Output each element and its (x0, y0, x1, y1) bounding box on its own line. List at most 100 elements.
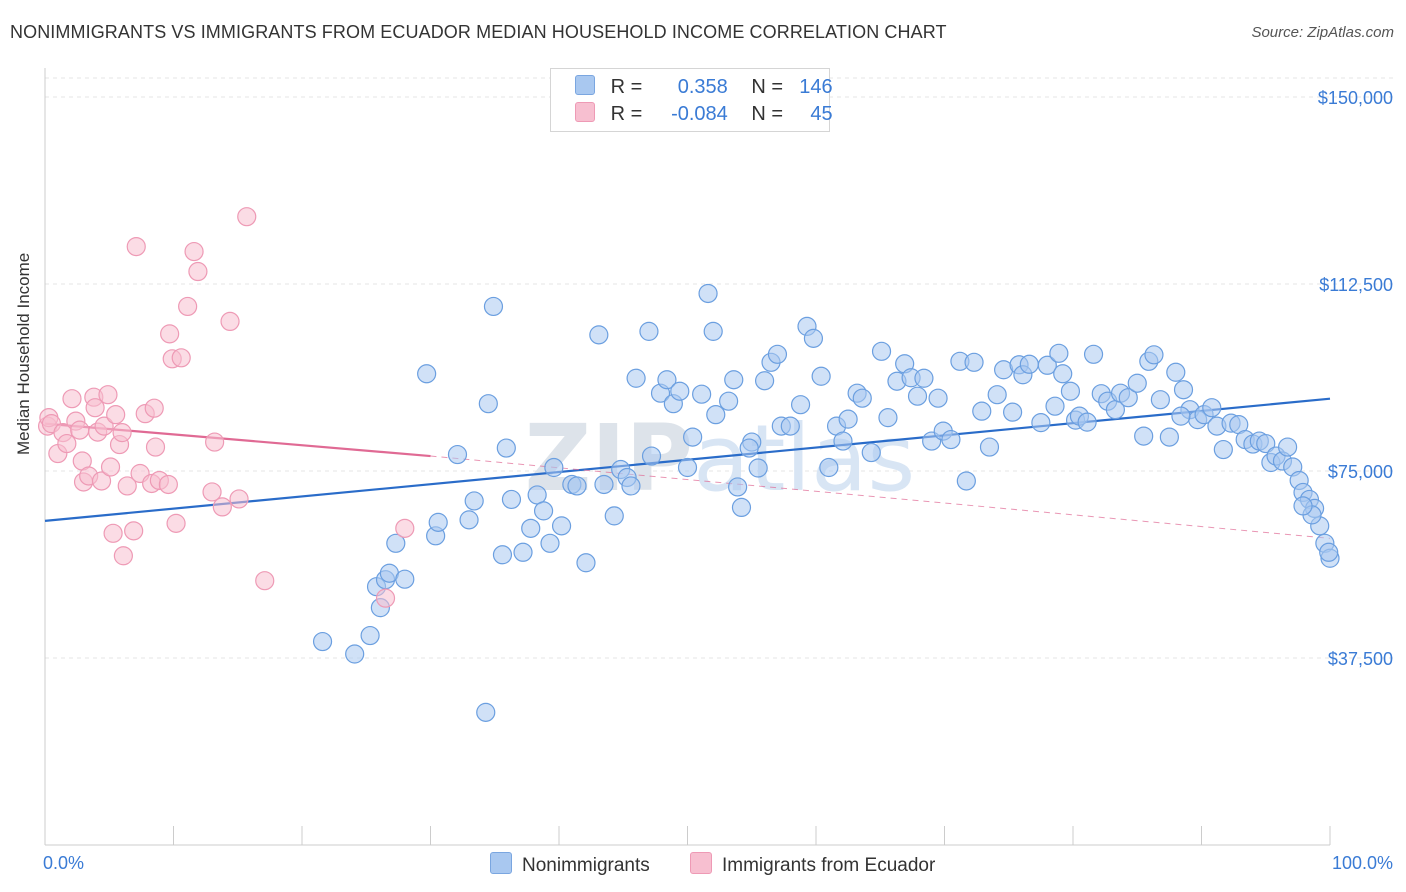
point-nonimmigrant (698, 283, 718, 304)
point-immigrant (144, 398, 164, 418)
point-nonimmigrant (838, 409, 858, 429)
point-nonimmigrant (1277, 437, 1298, 457)
y-tick-label: $37,500 (1328, 649, 1393, 669)
point-nonimmigrant (1118, 388, 1138, 408)
point-immigrant (103, 523, 123, 543)
point-nonimmigrant (476, 702, 496, 722)
point-nonimmigrant (803, 328, 824, 348)
point-nonimmigrant (360, 625, 380, 646)
point-nonimmigrant (1037, 355, 1057, 375)
bottom-legend-label: Immigrants from Ecuador (722, 855, 936, 876)
point-nonimmigrant (594, 474, 614, 495)
point-nonimmigrant (928, 388, 948, 408)
point-nonimmigrant (677, 457, 698, 478)
point-immigrant (145, 437, 166, 457)
point-immigrant (178, 296, 198, 317)
point-nonimmigrant (501, 489, 522, 510)
point-immigrant (220, 311, 240, 331)
legend-n-label: N = (751, 76, 784, 98)
y-tick-label: $112,500 (1319, 275, 1393, 295)
point-nonimmigrant (956, 471, 976, 491)
point-immigrant (158, 474, 178, 495)
point-nonimmigrant (972, 401, 992, 421)
point-nonimmigrant (780, 416, 800, 436)
point-nonimmigrant (1256, 433, 1276, 454)
point-nonimmigrant (459, 510, 479, 530)
legend-swatch-pink (575, 102, 595, 122)
point-nonimmigrant (811, 366, 831, 386)
point-nonimmigrant (833, 431, 853, 451)
point-nonimmigrant (1077, 412, 1097, 432)
trend-line-immigrants-extension (430, 455, 1331, 539)
point-nonimmigrant (1053, 364, 1073, 384)
point-nonimmigrant (878, 408, 898, 428)
x-tick-label-min: 0.0% (43, 853, 84, 873)
point-nonimmigrant (1213, 439, 1233, 460)
bottom-legend-immigrants: Immigrants from Ecuador (690, 852, 935, 877)
point-immigrant (395, 518, 415, 538)
point-nonimmigrant (719, 391, 739, 411)
y-axis-label: Median Household Income (14, 252, 33, 455)
point-nonimmigrant (639, 321, 659, 341)
legend-swatch-blue (575, 75, 595, 95)
point-nonimmigrant (861, 442, 881, 463)
point-immigrant (229, 489, 249, 509)
y-tick-label: $75,000 (1328, 462, 1393, 482)
point-nonimmigrant (345, 644, 365, 664)
point-nonimmigrant (1173, 380, 1194, 400)
point-nonimmigrant (739, 438, 759, 458)
point-nonimmigrant (1293, 496, 1313, 516)
point-immigrant (62, 389, 82, 409)
point-nonimmigrant (641, 446, 662, 466)
point-nonimmigrant (428, 512, 448, 532)
point-nonimmigrant (979, 437, 1000, 457)
legend-n-label: N = (751, 103, 784, 125)
point-nonimmigrant (987, 385, 1007, 405)
point-nonimmigrant (447, 444, 468, 465)
legend-row-immigrants: R = -0.084 N = 45 (575, 102, 833, 126)
point-nonimmigrant (604, 506, 624, 526)
point-immigrant (70, 420, 90, 440)
point-nonimmigrant (544, 457, 564, 478)
point-nonimmigrant (1202, 398, 1222, 418)
legend-r-value: -0.084 (671, 103, 728, 125)
point-nonimmigrant (1166, 362, 1186, 382)
data-points (37, 207, 1340, 722)
legend-n-value: 146 (799, 76, 833, 98)
point-nonimmigrant (589, 325, 609, 345)
point-nonimmigrant (964, 352, 984, 372)
point-nonimmigrant (492, 545, 513, 565)
point-immigrant (202, 482, 222, 502)
chart-title: NONIMMIGRANTS VS IMMIGRANTS FROM ECUADOR… (10, 22, 947, 42)
point-nonimmigrant (1019, 354, 1039, 374)
point-nonimmigrant (551, 516, 572, 536)
point-immigrant (160, 324, 180, 344)
point-nonimmigrant (521, 518, 541, 538)
point-nonimmigrant (626, 368, 646, 388)
point-nonimmigrant (1319, 542, 1339, 562)
tick-labels: $37,500 $75,000 $112,500 $150,000 0.0% 100.0% (43, 88, 1393, 873)
point-nonimmigrant (670, 381, 690, 401)
point-nonimmigrant (1134, 426, 1154, 446)
point-nonimmigrant (533, 501, 554, 521)
point-nonimmigrant (754, 371, 775, 391)
point-nonimmigrant (914, 368, 934, 388)
point-nonimmigrant (567, 476, 587, 496)
point-nonimmigrant (527, 485, 547, 505)
point-immigrant (112, 423, 132, 443)
bottom-legend-swatch-blue (490, 852, 512, 874)
point-immigrant (100, 457, 121, 477)
point-nonimmigrant (386, 533, 406, 553)
x-tick-label-max: 100.0% (1332, 853, 1393, 873)
point-nonimmigrant (1159, 427, 1179, 447)
point-immigrant (171, 348, 191, 368)
point-nonimmigrant (706, 405, 726, 425)
point-nonimmigrant (871, 341, 892, 361)
legend-r-label: R = (610, 103, 643, 125)
point-nonimmigrant (941, 429, 961, 450)
point-immigrant (85, 398, 105, 418)
point-immigrant (91, 471, 112, 491)
point-immigrant (117, 476, 137, 496)
point-nonimmigrant (576, 553, 596, 573)
